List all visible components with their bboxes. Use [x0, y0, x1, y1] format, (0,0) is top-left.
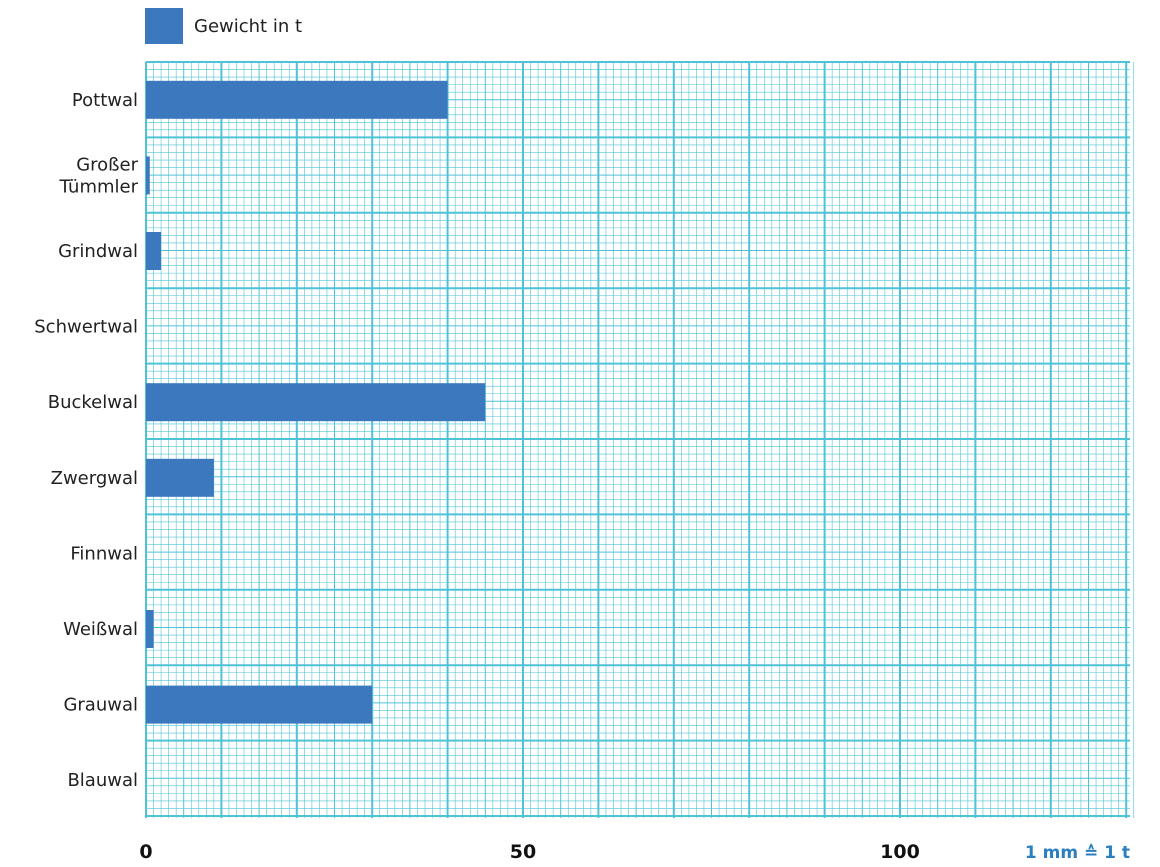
category-label: Schwertwal: [34, 317, 138, 338]
legend: Gewicht in t: [145, 8, 302, 44]
bar: [146, 156, 150, 195]
category-label: Grauwal: [63, 695, 138, 716]
bar: [146, 383, 486, 422]
legend-label: Gewicht in t: [194, 15, 303, 37]
x-tick-labels: 0 50 100: [139, 841, 919, 863]
category-label: Weißwal: [63, 619, 138, 640]
bar: [146, 610, 154, 648]
category-label: Blauwal: [67, 770, 138, 791]
graph-paper-grid: [145, 61, 1135, 818]
category-label: Grindwal: [58, 241, 138, 262]
category-label: Pottwal: [72, 90, 138, 111]
bars: [146, 80, 486, 724]
x-tick-label: 50: [510, 841, 536, 863]
category-label: Großer: [76, 154, 138, 175]
x-tick-label: 0: [139, 841, 152, 863]
bar: [146, 685, 373, 724]
category-label: Buckelwal: [48, 392, 138, 413]
bar: [146, 458, 214, 497]
x-tick-label: 100: [880, 841, 920, 863]
bar: [146, 80, 448, 119]
category-label: Zwergwal: [51, 468, 138, 489]
legend-swatch: [145, 8, 183, 44]
category-label: Tümmler: [59, 176, 139, 197]
category-label: Finnwal: [70, 543, 138, 564]
scale-note: 1 mm ≙ 1 t: [1025, 843, 1130, 863]
bar: [146, 232, 162, 270]
